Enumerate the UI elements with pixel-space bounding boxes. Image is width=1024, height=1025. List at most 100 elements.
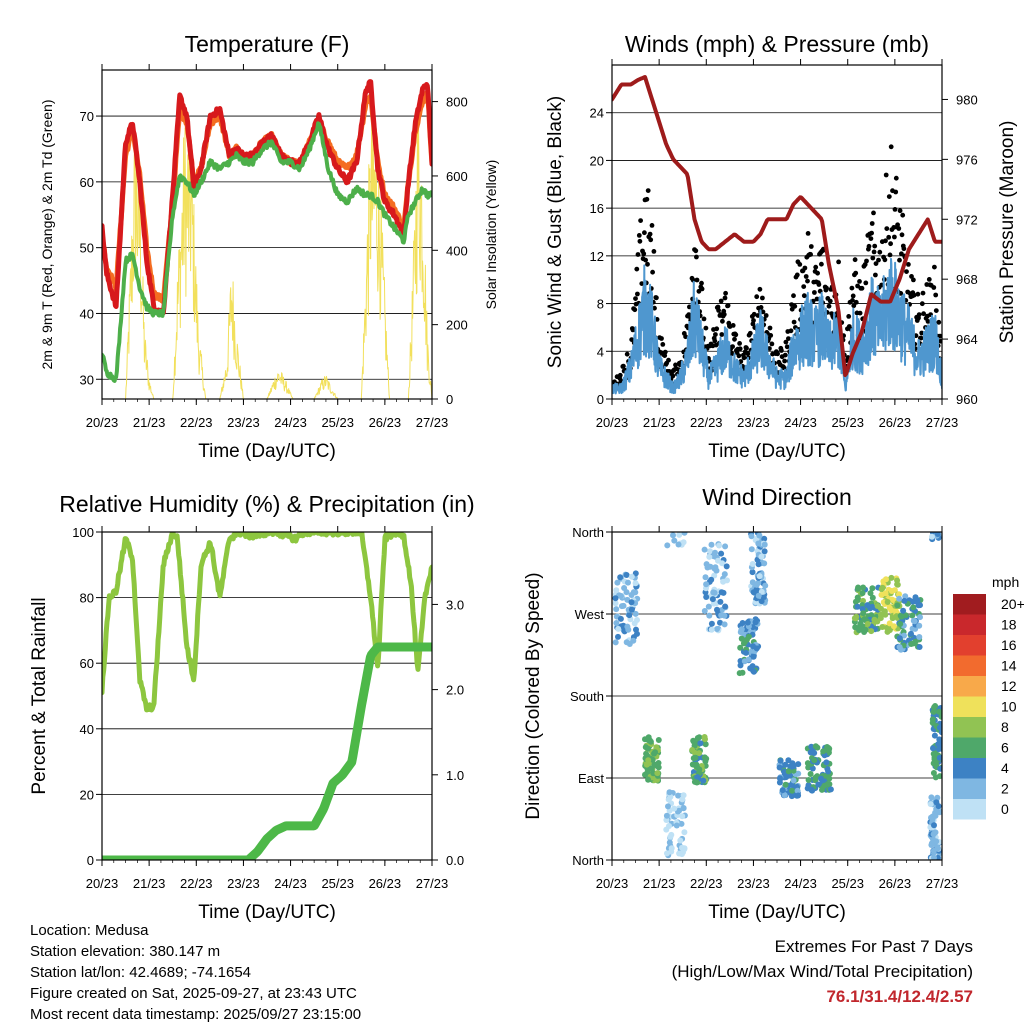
gust-point bbox=[758, 305, 764, 310]
direction-point bbox=[710, 589, 717, 596]
y-tick-label: 16 bbox=[590, 201, 604, 216]
direction-point bbox=[908, 630, 914, 637]
gust-point bbox=[775, 351, 780, 357]
direction-point bbox=[912, 594, 919, 601]
gust-point bbox=[857, 279, 862, 284]
direction-point bbox=[931, 704, 938, 711]
direction-point bbox=[884, 624, 891, 631]
gust-point bbox=[635, 252, 641, 257]
gust-point bbox=[926, 277, 932, 282]
direction-point bbox=[761, 560, 768, 567]
gust-point bbox=[714, 326, 720, 332]
direction-point bbox=[676, 532, 683, 538]
gust-point bbox=[757, 286, 763, 292]
direction-point bbox=[679, 844, 685, 851]
series-total-rainfall bbox=[102, 642, 432, 860]
direction-point bbox=[896, 644, 903, 650]
direction-point bbox=[643, 750, 650, 757]
x-axis-label: Time (Day/UTC) bbox=[198, 902, 336, 923]
gust-point bbox=[723, 290, 728, 296]
gust-point bbox=[666, 357, 671, 363]
direction-point bbox=[692, 754, 699, 761]
direction-point bbox=[645, 757, 652, 764]
legend-swatch bbox=[953, 799, 986, 820]
direction-point bbox=[708, 541, 715, 548]
gust-point bbox=[703, 325, 709, 331]
direction-point bbox=[624, 623, 631, 630]
direction-point bbox=[936, 724, 942, 731]
station-latlon: Station lat/lon: 42.4689; -74.1654 bbox=[30, 964, 252, 981]
gust-point bbox=[892, 207, 898, 212]
gust-point bbox=[813, 264, 819, 270]
direction-point bbox=[718, 550, 725, 557]
direction-point bbox=[613, 587, 620, 594]
direction-point bbox=[723, 563, 730, 570]
direction-point bbox=[936, 773, 942, 780]
station-elevation: Station elevation: 380.147 m bbox=[30, 943, 221, 960]
direction-point bbox=[938, 713, 942, 720]
gust-point bbox=[933, 308, 939, 313]
x-tick-label: 26/23 bbox=[879, 876, 912, 891]
gust-point bbox=[738, 359, 744, 364]
gust-point bbox=[868, 236, 874, 242]
gust-point bbox=[873, 272, 878, 278]
direction-point bbox=[827, 786, 834, 793]
gust-point bbox=[660, 342, 666, 347]
gust-point bbox=[857, 310, 863, 316]
direction-point bbox=[864, 621, 871, 627]
direction-point bbox=[871, 616, 878, 623]
y-tick-label: 20 bbox=[80, 787, 94, 802]
plot-border bbox=[101, 531, 433, 861]
gust-point bbox=[876, 257, 881, 263]
panel-2: Winds (mph) & Pressure (mb) 0 4 8 12 16 20 24 96… bbox=[545, 31, 1018, 462]
series-relative-humidity bbox=[102, 532, 432, 713]
direction-point bbox=[694, 774, 701, 781]
gust-point bbox=[673, 362, 678, 368]
direction-point bbox=[933, 838, 940, 845]
x-tick-label: 26/23 bbox=[879, 415, 912, 430]
direction-point bbox=[626, 641, 633, 647]
gust-point bbox=[859, 285, 865, 291]
direction-point bbox=[888, 588, 895, 594]
gust-point bbox=[826, 303, 832, 309]
direction-point bbox=[855, 584, 862, 591]
legend-label: 18 bbox=[1001, 617, 1017, 633]
legend-label: 0 bbox=[1001, 801, 1009, 817]
y-tick-label: 24 bbox=[590, 106, 604, 121]
gust-point bbox=[853, 270, 859, 276]
x-tick-label: 27/23 bbox=[416, 415, 449, 430]
gust-point bbox=[754, 294, 760, 300]
direction-point bbox=[937, 765, 942, 772]
direction-point bbox=[691, 739, 698, 746]
legend-label: 8 bbox=[1001, 719, 1009, 735]
x-tick-label: 25/23 bbox=[321, 415, 354, 430]
direction-point bbox=[811, 757, 818, 764]
direction-point bbox=[693, 761, 700, 768]
direction-point bbox=[762, 582, 769, 589]
direction-point bbox=[777, 757, 784, 764]
gust-point bbox=[634, 266, 640, 272]
y-axis-label: Sonic Wind & Gust (Blue, Black) bbox=[545, 96, 566, 368]
direction-point bbox=[761, 548, 768, 555]
y2-tick-label: 1.0 bbox=[446, 768, 464, 783]
direction-point bbox=[708, 576, 715, 583]
direction-point bbox=[934, 532, 941, 537]
gust-point bbox=[621, 363, 626, 369]
legend-label: 20+ bbox=[1001, 596, 1024, 612]
legend-label: 16 bbox=[1001, 637, 1017, 653]
direction-point bbox=[628, 592, 635, 598]
direction-point bbox=[894, 602, 901, 609]
gust-point bbox=[713, 332, 718, 337]
direction-point bbox=[884, 599, 891, 605]
direction-point bbox=[632, 580, 639, 587]
direction-point bbox=[794, 787, 801, 794]
direction-point bbox=[615, 633, 621, 640]
gust-point bbox=[921, 311, 926, 317]
direction-point bbox=[916, 634, 923, 640]
gust-point bbox=[808, 252, 813, 257]
direction-point bbox=[665, 796, 672, 803]
gust-point bbox=[814, 296, 820, 302]
direction-point bbox=[782, 761, 789, 768]
direction-point bbox=[701, 608, 708, 614]
panel-1: Temperature (F) 30 40 50 60 70 0 200 400 600 800 20… bbox=[39, 31, 499, 462]
